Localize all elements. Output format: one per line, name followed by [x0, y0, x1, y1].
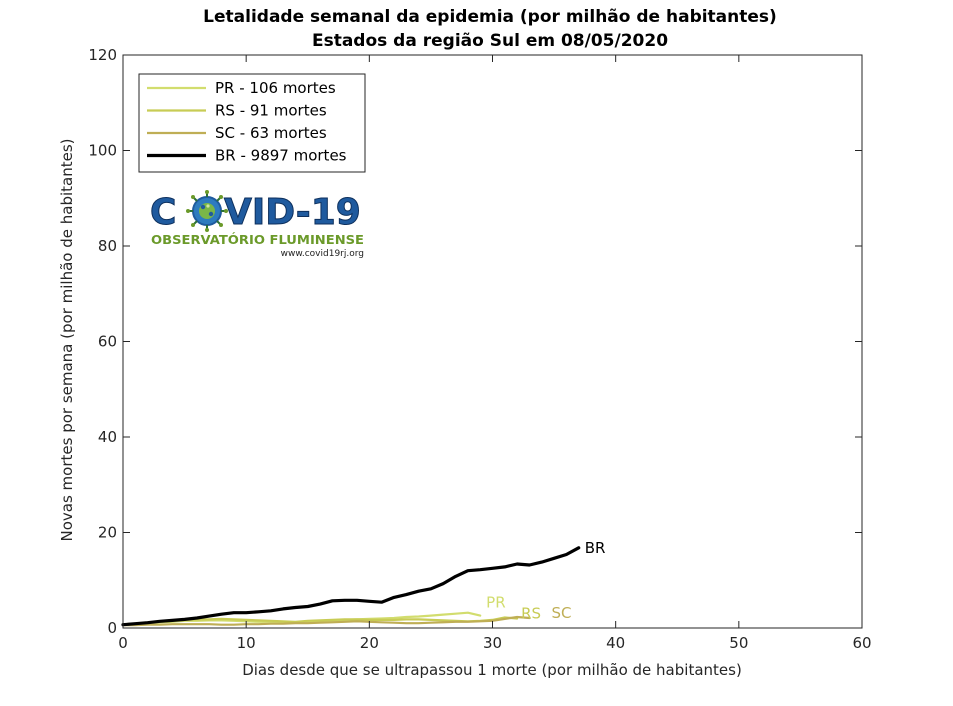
logo-word-right: VID-19: [224, 192, 361, 233]
x-tick-label: 50: [729, 634, 748, 652]
series-line-sc: [121, 615, 531, 627]
series-line-br: [121, 546, 581, 627]
y-tick-label: 0: [107, 619, 117, 637]
x-tick-label: 10: [237, 634, 256, 652]
end-label-br: BR: [585, 539, 606, 557]
legend: PR - 106 mortes RS - 91 mortes SC - 63 mor…: [138, 73, 366, 173]
y-axis-label: Novas mortes por semana (por milhão de h…: [58, 139, 76, 542]
x-tick-label: 40: [606, 634, 625, 652]
logo-word-left: C: [150, 192, 176, 233]
chart-title: Letalidade semanal da epidemia (por milh…: [203, 7, 777, 27]
covid-logo: C: [150, 190, 364, 259]
legend-label-br: BR - 9897 mortes: [215, 147, 347, 165]
x-tick-label: 60: [852, 634, 871, 652]
chart-subtitle: Estados da região Sul em 08/05/2020: [312, 31, 668, 51]
legend-label-rs: RS - 91 mortes: [215, 102, 327, 120]
x-axis-ticks: 0 10 20 30 40 50 60: [118, 55, 872, 652]
legend-label-sc: SC - 63 mortes: [215, 124, 327, 142]
y-tick-label: 120: [88, 46, 117, 64]
y-tick-label: 40: [98, 428, 117, 446]
y-tick-label: 20: [98, 524, 117, 542]
series-layer: [121, 546, 581, 627]
end-label-layer: PR RS SC BR: [486, 539, 605, 623]
x-tick-label: 20: [360, 634, 379, 652]
end-label-pr: PR: [486, 594, 505, 612]
x-tick-label: 0: [118, 634, 128, 652]
y-tick-label: 60: [98, 333, 117, 351]
legend-label-pr: PR - 106 mortes: [215, 79, 336, 97]
y-tick-label: 80: [98, 237, 117, 255]
end-label-rs: RS: [521, 604, 541, 622]
x-tick-label: 30: [483, 634, 502, 652]
logo-subtitle: OBSERVATÓRIO FLUMINENSE: [151, 232, 364, 247]
virus-icon: [186, 190, 228, 232]
legend-items: PR - 106 mortes RS - 91 mortes SC - 63 mor…: [147, 79, 347, 165]
y-axis-ticks: 0 20 40 60 80 100 120: [88, 46, 862, 637]
logo-url: www.covid19rj.org: [281, 249, 364, 259]
x-axis-label: Dias desde que se ultrapassou 1 morte (p…: [242, 661, 742, 679]
y-tick-label: 100: [88, 142, 117, 160]
end-label-sc: SC: [551, 604, 571, 622]
